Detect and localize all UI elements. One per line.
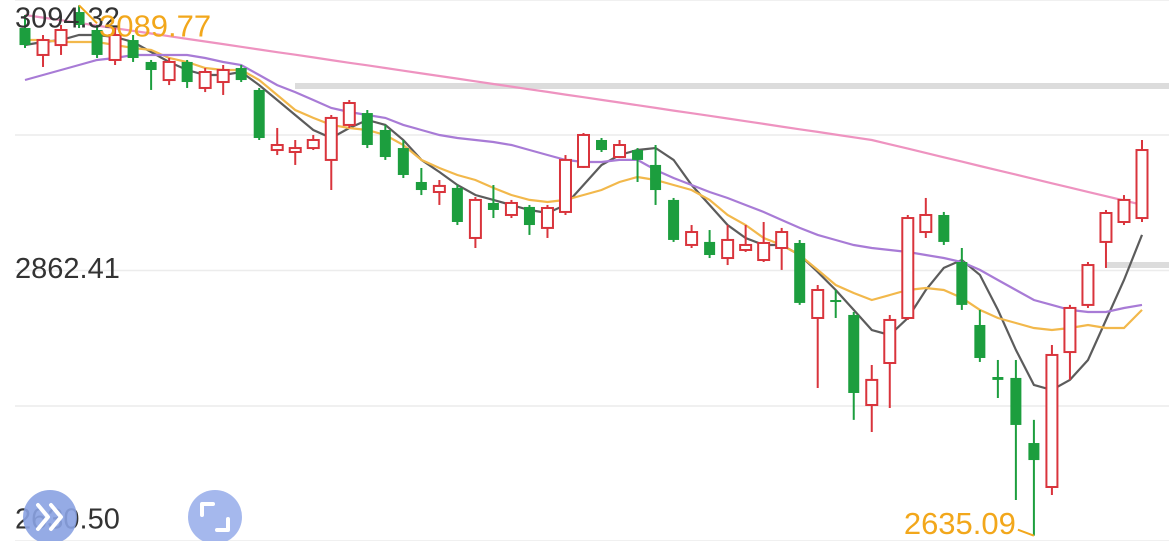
candle-body <box>451 187 463 222</box>
candle-body <box>288 147 302 154</box>
candle-body <box>361 113 373 146</box>
candle-body <box>36 39 50 56</box>
candle-body <box>558 158 572 213</box>
candle-body <box>632 150 644 160</box>
candle-body <box>181 61 193 83</box>
candle-body <box>685 231 699 246</box>
candle-body <box>992 377 1004 380</box>
candle-body <box>577 133 590 168</box>
candle-body <box>198 70 212 89</box>
candle-body <box>306 138 320 150</box>
min-label: 2635.09 <box>904 506 1016 541</box>
candle-body <box>216 69 230 84</box>
candles <box>19 5 1149 536</box>
min-pointer <box>1017 528 1035 537</box>
price-band <box>295 83 1169 89</box>
candle-body <box>523 206 535 226</box>
candle-body <box>721 238 735 260</box>
candle-body <box>613 144 627 159</box>
candle-body <box>73 12 85 25</box>
candle-body <box>974 324 986 358</box>
candle-body <box>938 214 950 242</box>
candle-body <box>919 213 933 234</box>
y-tick-label: 3094.32 <box>15 3 120 35</box>
candle-body <box>1135 149 1149 220</box>
candle-body <box>668 199 680 240</box>
ma-line <box>24 13 1143 206</box>
candle-body <box>739 243 753 251</box>
candle-body <box>540 206 554 229</box>
candle-body <box>1063 306 1077 354</box>
candle-body <box>324 116 338 161</box>
candle-body <box>487 202 499 210</box>
candle-body <box>901 217 915 319</box>
candle-body <box>108 34 122 61</box>
candle-body <box>91 29 103 55</box>
candle-body <box>811 288 825 319</box>
candle-body <box>956 261 968 305</box>
candle-body <box>1099 212 1113 243</box>
candle-body <box>432 184 446 194</box>
candle-body <box>415 181 427 191</box>
ma-line <box>25 38 1143 332</box>
candle-body <box>253 89 265 139</box>
max-label: 3089.77 <box>99 8 211 43</box>
candle-body <box>596 139 608 151</box>
candle-body <box>704 241 716 255</box>
candle-body <box>54 28 68 47</box>
candle-body <box>379 129 391 158</box>
candle-body <box>504 201 518 216</box>
candle-body <box>145 61 157 71</box>
candle-body <box>342 102 356 126</box>
candle-body <box>865 378 879 406</box>
candle-body <box>794 242 806 303</box>
candle-body <box>162 60 176 82</box>
candle-body <box>127 40 139 58</box>
candle-body <box>1028 443 1040 461</box>
candle-body <box>19 28 31 46</box>
y-tick-label: 2862.41 <box>15 253 120 285</box>
candle-body <box>1117 198 1131 223</box>
candle-body <box>757 241 771 262</box>
candle-body <box>830 300 842 303</box>
candle-body <box>650 164 662 191</box>
candle-body <box>1081 264 1095 306</box>
candle-body <box>1010 377 1022 425</box>
candle-body <box>235 68 247 81</box>
candle-body <box>1045 353 1059 488</box>
fullscreen-button[interactable] <box>188 490 242 541</box>
candle-body <box>775 231 789 250</box>
expand-button[interactable] <box>23 490 77 541</box>
price-band <box>1105 262 1169 268</box>
candle-body <box>468 198 482 239</box>
candle-body <box>397 148 409 175</box>
candle-body <box>848 314 860 393</box>
max-pointer <box>78 4 98 25</box>
candle-body <box>883 318 897 365</box>
controls <box>23 490 242 541</box>
grid <box>15 0 1169 541</box>
candle-body <box>270 144 284 152</box>
